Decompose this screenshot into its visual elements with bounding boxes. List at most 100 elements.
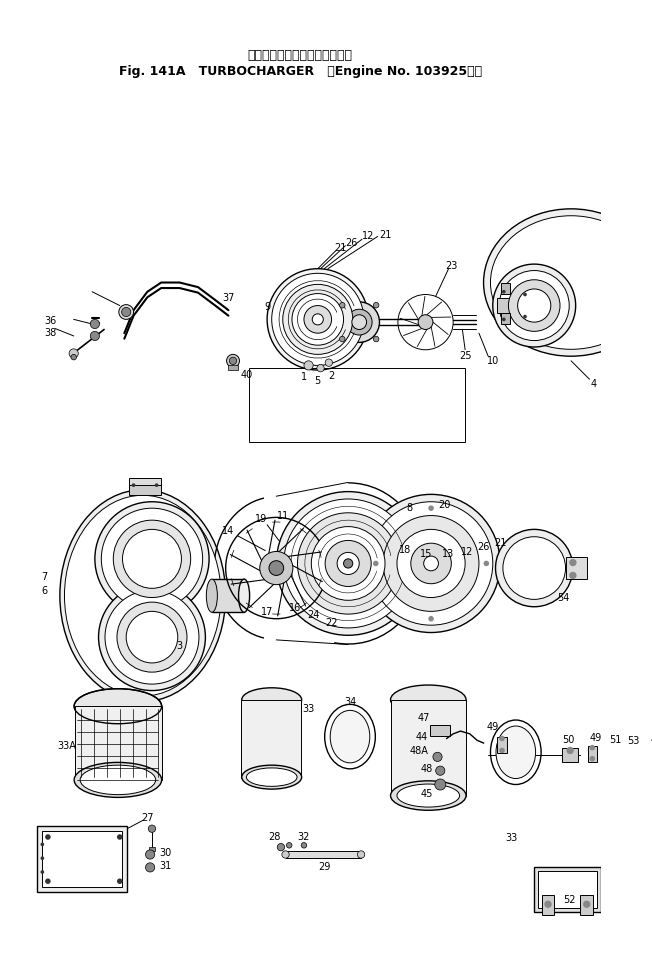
- Bar: [430, 725, 451, 735]
- Text: 6: 6: [41, 586, 48, 596]
- Circle shape: [71, 355, 76, 359]
- Text: 4: 4: [591, 379, 597, 389]
- Text: 12: 12: [363, 232, 375, 242]
- Bar: [42, 832, 121, 886]
- Circle shape: [230, 357, 237, 364]
- Circle shape: [344, 559, 353, 568]
- Circle shape: [499, 271, 569, 341]
- Circle shape: [346, 309, 372, 335]
- Bar: [391, 699, 466, 797]
- Circle shape: [292, 293, 344, 345]
- Ellipse shape: [246, 768, 297, 786]
- Ellipse shape: [391, 781, 466, 810]
- Text: 11: 11: [276, 511, 289, 521]
- Circle shape: [523, 315, 527, 318]
- Bar: [497, 298, 514, 313]
- Circle shape: [95, 502, 209, 616]
- Circle shape: [69, 349, 78, 358]
- Circle shape: [340, 336, 345, 342]
- Circle shape: [397, 530, 465, 597]
- Circle shape: [569, 572, 576, 580]
- Text: 9: 9: [264, 302, 270, 313]
- Circle shape: [312, 314, 323, 325]
- Circle shape: [339, 302, 379, 343]
- Text: 26: 26: [346, 238, 358, 248]
- Text: 18: 18: [399, 544, 411, 554]
- Text: 52: 52: [563, 895, 576, 905]
- Text: 33: 33: [303, 704, 315, 714]
- Bar: [149, 847, 155, 851]
- Bar: [580, 895, 593, 916]
- Circle shape: [518, 289, 551, 322]
- Circle shape: [509, 280, 560, 331]
- Circle shape: [40, 856, 44, 860]
- Circle shape: [602, 746, 614, 757]
- Circle shape: [325, 359, 333, 366]
- Circle shape: [132, 483, 136, 487]
- Bar: [501, 313, 511, 324]
- Circle shape: [267, 269, 368, 370]
- Bar: [501, 283, 511, 294]
- Bar: [567, 557, 587, 580]
- Circle shape: [90, 331, 100, 341]
- Circle shape: [569, 559, 576, 566]
- Circle shape: [583, 901, 591, 908]
- Text: 15: 15: [421, 549, 433, 559]
- Circle shape: [117, 879, 123, 884]
- Circle shape: [45, 835, 51, 840]
- Circle shape: [126, 612, 178, 663]
- Circle shape: [502, 318, 506, 321]
- Text: 29: 29: [318, 862, 331, 873]
- Ellipse shape: [242, 766, 302, 789]
- Text: Fig. 141A   TURBOCHARGER   （Engine No. 103925～）: Fig. 141A TURBOCHARGER （Engine No. 10392…: [119, 65, 482, 78]
- Circle shape: [40, 843, 44, 846]
- Text: 31: 31: [160, 861, 172, 871]
- Circle shape: [272, 274, 364, 365]
- Circle shape: [340, 303, 345, 308]
- Circle shape: [259, 551, 293, 584]
- Circle shape: [618, 746, 631, 759]
- Circle shape: [589, 745, 595, 750]
- Circle shape: [297, 512, 399, 615]
- Text: 50: 50: [562, 735, 574, 745]
- Circle shape: [374, 336, 379, 342]
- Text: 17: 17: [261, 607, 273, 618]
- Circle shape: [325, 541, 371, 586]
- Circle shape: [269, 561, 284, 576]
- Ellipse shape: [397, 784, 460, 807]
- Circle shape: [277, 843, 285, 851]
- Text: 2: 2: [329, 370, 334, 381]
- Ellipse shape: [65, 496, 221, 696]
- Text: 54: 54: [557, 592, 570, 603]
- Text: 51: 51: [609, 735, 621, 745]
- Text: 16: 16: [289, 603, 301, 613]
- Circle shape: [352, 315, 366, 329]
- Text: 28: 28: [268, 832, 280, 842]
- Text: 47: 47: [417, 713, 430, 723]
- Ellipse shape: [391, 685, 466, 715]
- Circle shape: [499, 735, 505, 741]
- Circle shape: [284, 499, 413, 628]
- Circle shape: [145, 850, 155, 859]
- Bar: [37, 826, 127, 892]
- Text: 22: 22: [325, 618, 338, 628]
- Text: 53: 53: [627, 736, 640, 746]
- Text: 27: 27: [141, 812, 154, 823]
- Bar: [534, 868, 600, 912]
- Text: 20: 20: [439, 501, 451, 510]
- Circle shape: [276, 492, 420, 635]
- Circle shape: [317, 364, 324, 372]
- Bar: [542, 895, 554, 916]
- Ellipse shape: [74, 689, 162, 724]
- Text: 46: 46: [651, 735, 652, 745]
- Ellipse shape: [206, 580, 217, 613]
- Circle shape: [428, 616, 434, 621]
- Text: 8: 8: [407, 504, 413, 513]
- Text: 12: 12: [461, 547, 473, 557]
- Text: 44: 44: [416, 731, 428, 741]
- Circle shape: [123, 530, 181, 588]
- Text: 40: 40: [241, 369, 253, 380]
- Bar: [248, 368, 465, 442]
- Text: 33A: 33A: [57, 741, 76, 751]
- Circle shape: [113, 520, 190, 597]
